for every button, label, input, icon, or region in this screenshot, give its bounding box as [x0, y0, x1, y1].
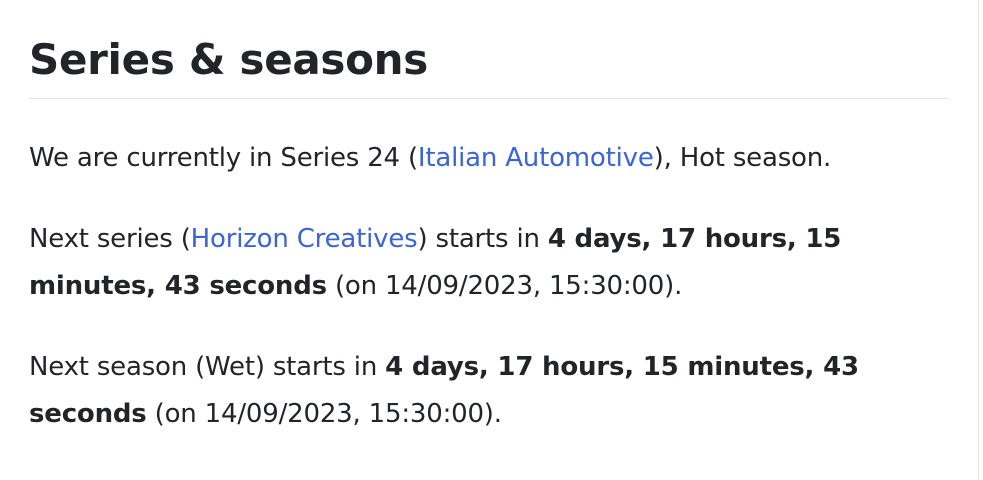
next-season-text: Next season (Wet) starts in 4 days, 17 h…: [29, 344, 949, 438]
current-series-text: We are currently in Series 24 (Italian A…: [29, 135, 949, 182]
next-season-prefix: Next season (Wet) starts in: [29, 352, 386, 382]
title-divider: [29, 98, 948, 99]
next-series-link[interactable]: Horizon Creatives: [190, 224, 418, 254]
current-series-link[interactable]: Italian Automotive: [417, 143, 654, 173]
next-series-prefix: Next series (: [29, 224, 191, 254]
series-seasons-section: Series & seasons We are currently in Ser…: [29, 28, 949, 438]
current-series-prefix: We are currently in Series 24 (: [29, 143, 418, 173]
next-season-countdown: 4 days, 17 hours, 15 minutes, 43 seconds: [29, 352, 859, 429]
section-title: Series & seasons: [29, 35, 428, 84]
next-series-date: (on 14/09/2023, 15:30:00).: [326, 271, 683, 301]
next-season-date: (on 14/09/2023, 15:30:00).: [146, 399, 502, 429]
next-series-middle: ) starts in: [417, 224, 548, 254]
next-series-countdown: 4 days, 17 hours, 15 minutes, 43 seconds: [29, 224, 842, 301]
scrollbar-track[interactable]: [978, 0, 983, 480]
next-series-text: Next series (Horizon Creatives) starts i…: [29, 216, 949, 310]
current-series-suffix: ), Hot season.: [653, 143, 832, 173]
